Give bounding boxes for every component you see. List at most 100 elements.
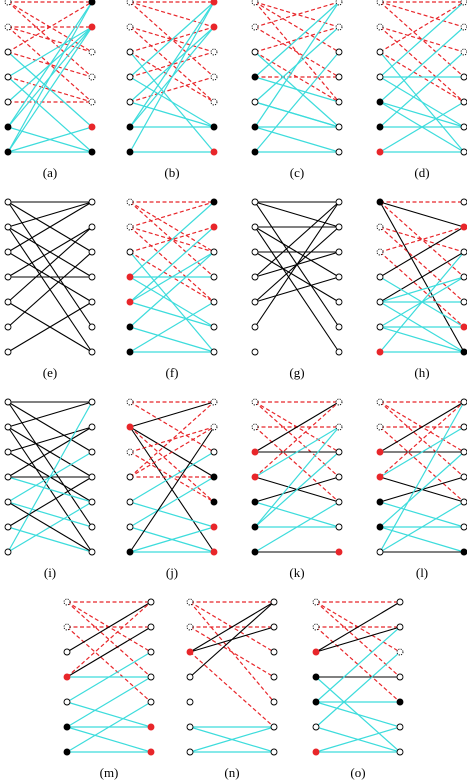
edge: [189, 726, 275, 753]
vertex: [396, 698, 404, 706]
vertex: [4, 548, 12, 556]
vertex: [63, 748, 71, 756]
vertex: [251, 148, 259, 156]
edge: [66, 626, 152, 678]
edge: [379, 451, 465, 528]
vertex: [335, 323, 343, 331]
vertex: [270, 698, 278, 706]
edge: [379, 401, 465, 453]
edge: [7, 426, 93, 453]
edge: [379, 526, 465, 553]
vertex: [460, 148, 467, 156]
vertex: [251, 423, 259, 431]
vertex: [376, 0, 384, 6]
vertex: [335, 0, 343, 6]
vertex: [4, 0, 12, 6]
edge: [379, 326, 465, 353]
vertex: [312, 623, 320, 631]
edge: [66, 701, 152, 728]
vertex: [335, 73, 343, 81]
edge: [7, 251, 93, 328]
vertex: [4, 98, 12, 106]
edge: [189, 601, 275, 653]
vertex: [376, 223, 384, 231]
edge: [7, 476, 93, 528]
edge: [129, 51, 215, 78]
graph-panel: [376, 198, 467, 356]
edge: [315, 701, 401, 728]
vertex: [88, 523, 96, 531]
vertex: [210, 298, 218, 306]
vertex: [460, 398, 467, 406]
edge: [379, 26, 465, 53]
vertex: [88, 448, 96, 456]
vertex: [88, 273, 96, 281]
vertex: [251, 0, 259, 6]
edge: [129, 401, 215, 453]
vertex: [88, 123, 96, 131]
edge: [379, 251, 465, 328]
edge: [379, 501, 465, 553]
edge: [129, 226, 215, 253]
vertex: [88, 298, 96, 306]
subfigure-label: (f): [166, 365, 179, 380]
vertex: [210, 223, 218, 231]
vertex: [210, 398, 218, 406]
vertex: [460, 198, 467, 206]
vertex: [126, 48, 134, 56]
vertex: [4, 498, 12, 506]
edge: [66, 601, 152, 678]
vertex: [210, 98, 218, 106]
vertex: [147, 623, 155, 631]
edge: [7, 1, 93, 53]
vertex: [147, 673, 155, 681]
edge: [7, 501, 93, 528]
vertex: [251, 23, 259, 31]
vertex: [126, 548, 134, 556]
edge: [379, 1, 465, 28]
vertex: [126, 148, 134, 156]
subfigure-label: (e): [43, 365, 57, 380]
vertex: [460, 423, 467, 431]
edge: [129, 1, 215, 28]
vertex: [63, 698, 71, 706]
vertex: [335, 348, 343, 356]
edge: [7, 26, 93, 103]
vertex: [126, 223, 134, 231]
edge: [129, 226, 215, 303]
edge: [129, 201, 215, 278]
vertex: [126, 423, 134, 431]
edge: [379, 401, 465, 478]
vertex: [88, 323, 96, 331]
edge: [254, 201, 340, 278]
vertex: [376, 448, 384, 456]
edge: [379, 226, 465, 253]
edge: [129, 1, 215, 78]
edge: [7, 51, 93, 128]
vertex: [251, 198, 259, 206]
vertex: [335, 448, 343, 456]
vertex: [210, 0, 218, 6]
vertex: [376, 298, 384, 306]
edge: [379, 51, 465, 128]
vertex: [396, 723, 404, 731]
graph-panel: [251, 198, 343, 356]
vertex: [270, 723, 278, 731]
edge: [7, 1, 93, 78]
vertex: [147, 598, 155, 606]
edge: [379, 26, 465, 103]
edge: [254, 401, 340, 453]
edge: [7, 226, 93, 278]
graph-panel: [376, 0, 467, 156]
vertex: [312, 648, 320, 656]
edge: [129, 401, 215, 478]
vertex: [376, 423, 384, 431]
edge: [254, 276, 340, 303]
graph-panel: [126, 198, 218, 356]
vertex: [335, 198, 343, 206]
subfigure-label: (k): [289, 565, 304, 580]
vertex: [88, 423, 96, 431]
edge: [7, 201, 93, 253]
vertex: [376, 498, 384, 506]
vertex: [126, 248, 134, 256]
